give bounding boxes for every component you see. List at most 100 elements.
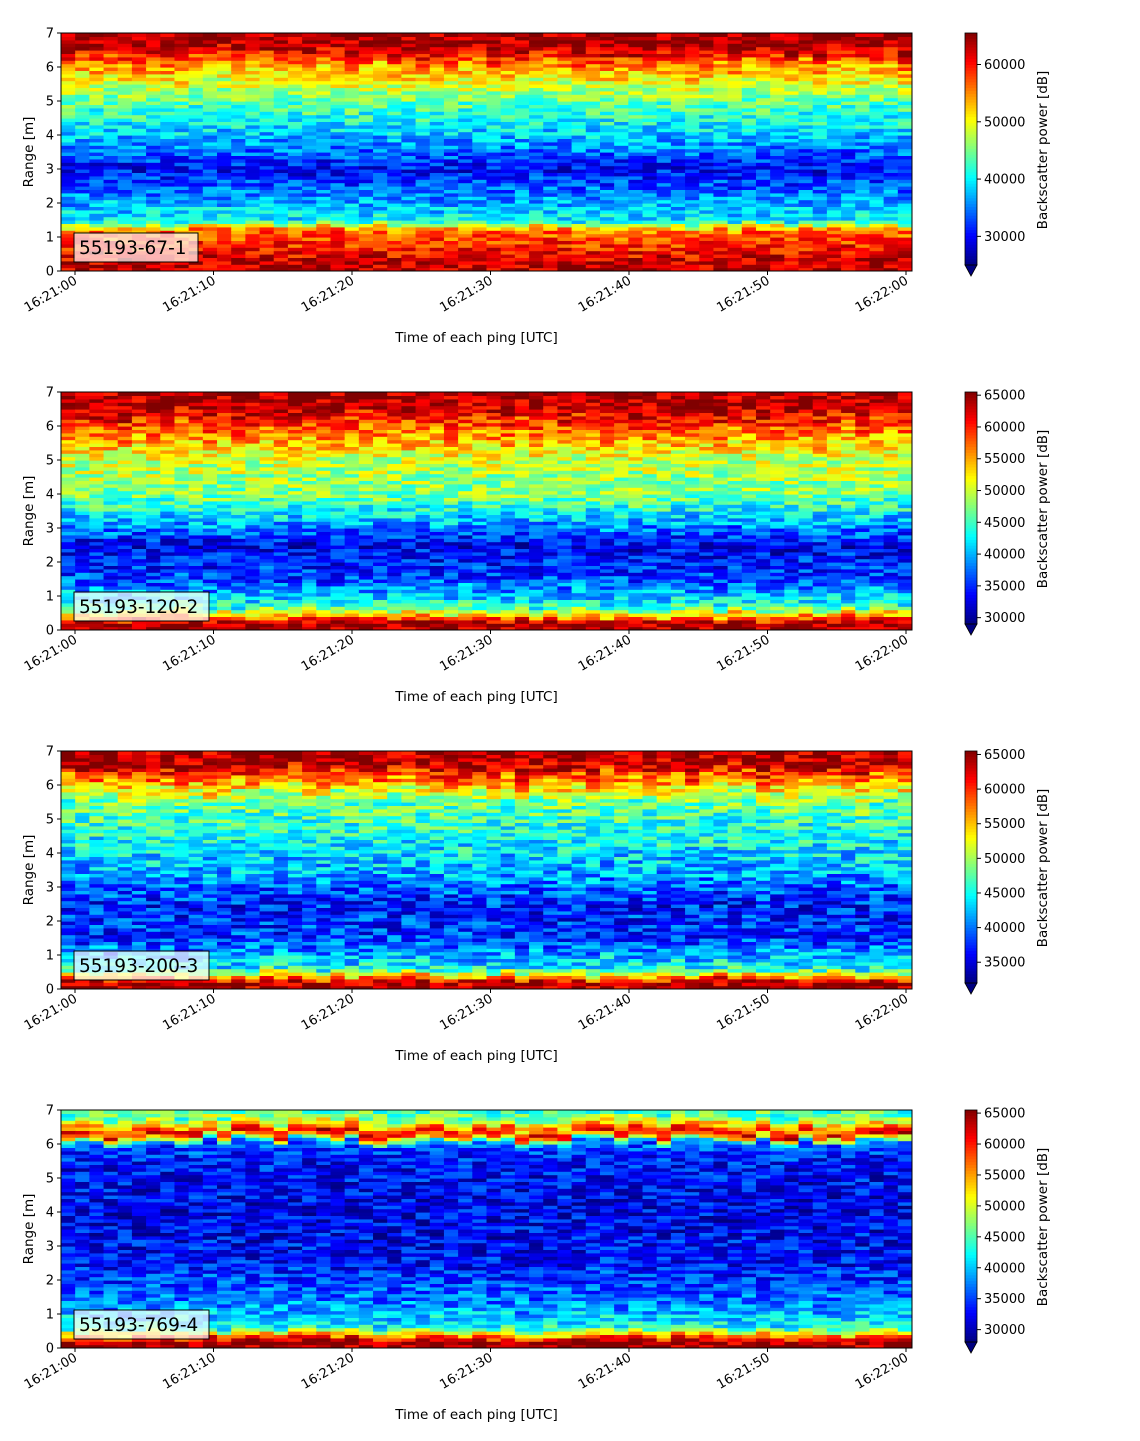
heatmap-cell [756, 251, 771, 255]
heatmap-cell [742, 176, 757, 180]
heatmap-cell [359, 217, 374, 221]
heatmap-cell [685, 176, 700, 180]
heatmap-cell [359, 166, 374, 170]
heatmap-cell [841, 159, 856, 163]
heatmap-cell [104, 504, 119, 508]
heatmap-cell [799, 193, 814, 197]
heatmap-cell [330, 193, 345, 197]
heatmap-cell [132, 200, 147, 204]
heatmap-cell [884, 251, 899, 255]
heatmap-cell [231, 251, 246, 255]
heatmap-cell [770, 227, 785, 231]
heatmap-cell [174, 264, 189, 268]
heatmap-cell [600, 33, 615, 37]
heatmap-cell [75, 504, 90, 508]
heatmap-cell [472, 159, 487, 163]
heatmap-cell [472, 234, 487, 238]
heatmap-cell [189, 33, 204, 37]
heatmap-cell [784, 166, 799, 170]
heatmap-cell [118, 470, 133, 474]
heatmap-cell [274, 244, 289, 248]
heatmap-cell [657, 217, 672, 221]
heatmap-cell [600, 183, 615, 187]
heatmap-cell [657, 149, 672, 153]
heatmap-cell [174, 392, 189, 396]
heatmap-cell [501, 132, 516, 136]
heatmap-cell [515, 193, 530, 197]
heatmap-cell [401, 264, 416, 268]
heatmap-cell [245, 210, 260, 214]
heatmap-cell [174, 200, 189, 204]
heatmap-cell [61, 504, 76, 508]
heatmap-cell [330, 166, 345, 170]
heatmap-cell [572, 159, 587, 163]
heatmap-cell [231, 234, 246, 238]
heatmap-cell [628, 159, 643, 163]
heatmap-cell [104, 200, 119, 204]
heatmap-cell [160, 453, 175, 457]
heatmap-cell [217, 142, 232, 146]
heatmap-cell [444, 234, 459, 238]
heatmap-cell [203, 149, 218, 153]
heatmap-cell [657, 193, 672, 197]
heatmap-cell [104, 419, 119, 423]
heatmap-cell [160, 149, 175, 153]
heatmap-cell [274, 200, 289, 204]
heatmap-cell [89, 200, 104, 204]
heatmap-cell [359, 234, 374, 238]
heatmap-cell [260, 200, 275, 204]
heatmap-cell [245, 244, 260, 248]
heatmap-cell [203, 33, 218, 37]
heatmap-cell [345, 217, 360, 221]
heatmap-cell [274, 251, 289, 255]
heatmap-cell [600, 234, 615, 238]
heatmap-cell [217, 217, 232, 221]
x-tick-label: 16:22:00 [853, 273, 911, 315]
heatmap-cell [217, 251, 232, 255]
heatmap-cell [614, 217, 629, 221]
heatmap-cell [529, 251, 544, 255]
heatmap-cell [401, 142, 416, 146]
heatmap-cell [827, 159, 842, 163]
heatmap-cell [543, 210, 558, 214]
heatmap-cell [756, 210, 771, 214]
y-tick-label: 5 [46, 95, 54, 110]
heatmap-cell [231, 227, 246, 231]
heatmap-cell [203, 200, 218, 204]
heatmap-cell [728, 244, 743, 248]
heatmap-cell [132, 166, 147, 170]
heatmap-cell [600, 200, 615, 204]
heatmap-cell [841, 193, 856, 197]
heatmap-cell [89, 142, 104, 146]
heatmap-cell [628, 176, 643, 180]
heatmap-cell [657, 234, 672, 238]
heatmap-cell [813, 142, 828, 146]
heatmap-cell [444, 183, 459, 187]
heatmap-cell [557, 227, 572, 231]
heatmap-cell [813, 244, 828, 248]
heatmap-cell [444, 132, 459, 136]
heatmap-cell [657, 210, 672, 214]
heatmap-cell [174, 487, 189, 491]
heatmap-cell [472, 183, 487, 187]
heatmap-cell [784, 244, 799, 248]
heatmap-cell [855, 132, 870, 136]
heatmap-cell [557, 183, 572, 187]
heatmap-cell [586, 159, 601, 163]
heatmap-cell [543, 132, 558, 136]
heatmap-cell [643, 251, 658, 255]
heatmap-cell [827, 132, 842, 136]
heatmap-cell [316, 183, 331, 187]
heatmap-cell [600, 264, 615, 268]
heatmap-cell [543, 166, 558, 170]
heatmap-cell [501, 159, 516, 163]
heatmap-cell [841, 132, 856, 136]
heatmap-cell [444, 251, 459, 255]
heatmap-cell [288, 132, 303, 136]
heatmap-cell [501, 183, 516, 187]
heatmap-cell [174, 402, 189, 406]
heatmap-cell [657, 159, 672, 163]
heatmap-cell [855, 251, 870, 255]
heatmap-cell [231, 176, 246, 180]
heatmap-cell [416, 244, 431, 248]
